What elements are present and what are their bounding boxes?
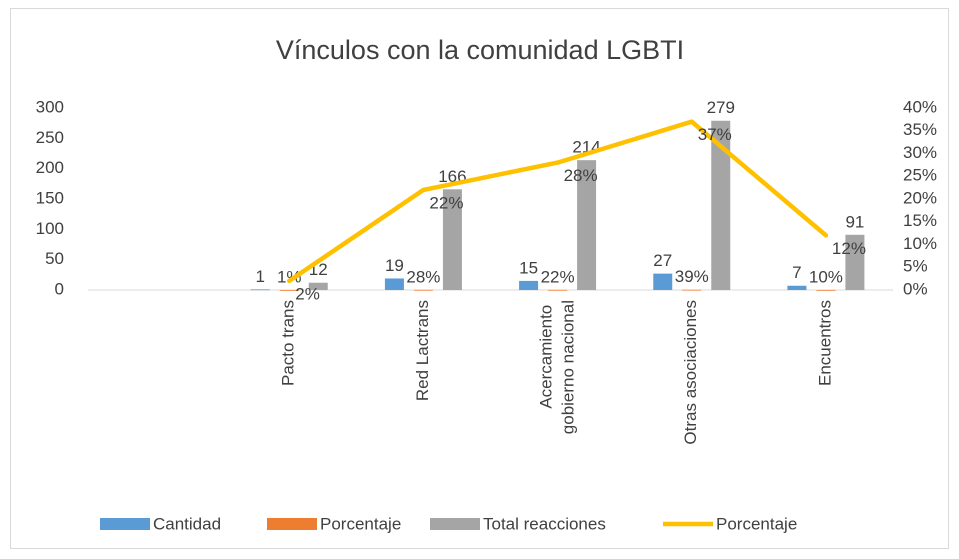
bar	[279, 289, 299, 291]
line-data-label: 22%	[429, 193, 463, 212]
bar	[787, 285, 807, 290]
y2-tick-label: 15%	[903, 211, 937, 230]
legend-label: Porcentaje	[716, 514, 797, 533]
x-tick-label: Otras asociaciones	[681, 300, 700, 445]
bar	[548, 289, 568, 291]
y-tick-label: 300	[36, 97, 64, 116]
x-tick-label: Pacto trans	[279, 300, 298, 386]
chart-border	[10, 8, 949, 549]
bar	[442, 189, 462, 290]
y-tick-label: 250	[36, 128, 64, 147]
line	[287, 119, 829, 284]
data-label: 22%	[541, 267, 575, 286]
x-tick-label: Red Lactrans	[413, 300, 432, 401]
bar	[711, 120, 731, 291]
legend-swatch	[100, 518, 150, 530]
line-data-label: 2%	[295, 284, 320, 303]
bar	[413, 289, 433, 291]
data-label: 91	[845, 212, 864, 231]
data-label: 10%	[809, 267, 843, 286]
y-tick-label: 100	[36, 219, 64, 238]
x-tick-line: Acercamiento	[537, 300, 556, 409]
bar	[308, 282, 328, 290]
bar	[250, 289, 270, 291]
line-data-label: 12%	[832, 239, 866, 258]
x-tick-label: Acercamiento gobierno nacional	[537, 300, 578, 434]
bar	[816, 289, 836, 291]
legend-label: Total reacciones	[483, 514, 606, 533]
legend-label: Porcentaje	[320, 514, 401, 533]
data-label: 15	[519, 258, 538, 277]
chart-title: Vínculos con la comunidad LGBTI	[276, 35, 684, 65]
line-data-label: 28%	[564, 166, 598, 185]
data-label: 27	[653, 251, 672, 270]
bar	[519, 280, 539, 290]
y-tick-label: 0	[55, 279, 64, 298]
y2-tick-label: 10%	[903, 234, 937, 253]
legend-swatch	[430, 518, 480, 530]
y-tick-label: 200	[36, 158, 64, 177]
data-label: 28%	[406, 267, 440, 286]
x-tick-line: gobierno nacional	[559, 300, 578, 434]
y2-tick-label: 30%	[903, 143, 937, 162]
data-label: 279	[707, 98, 735, 117]
y2-tick-label: 40%	[903, 97, 937, 116]
bar	[682, 289, 702, 291]
bar	[577, 160, 597, 290]
y2-tick-label: 25%	[903, 166, 937, 185]
data-label: 1	[256, 267, 265, 286]
y2-tick-label: 0%	[903, 279, 928, 298]
legend-label: Cantidad	[153, 514, 221, 533]
y-tick-label: 150	[36, 188, 64, 207]
y2-tick-label: 20%	[903, 188, 937, 207]
bar	[845, 234, 865, 290]
data-label: 7	[792, 263, 801, 282]
y2-tick-label: 5%	[903, 257, 928, 276]
y-tick-label: 50	[45, 249, 64, 268]
y2-tick-label: 35%	[903, 120, 937, 139]
bar	[653, 273, 673, 290]
bar	[384, 278, 404, 290]
data-label: 19	[385, 256, 404, 275]
x-tick-label: Encuentros	[815, 300, 834, 386]
legend-swatch	[267, 518, 317, 530]
data-label: 1%	[277, 267, 302, 286]
data-label: 39%	[675, 267, 709, 286]
line-data-label: 37%	[698, 125, 732, 144]
